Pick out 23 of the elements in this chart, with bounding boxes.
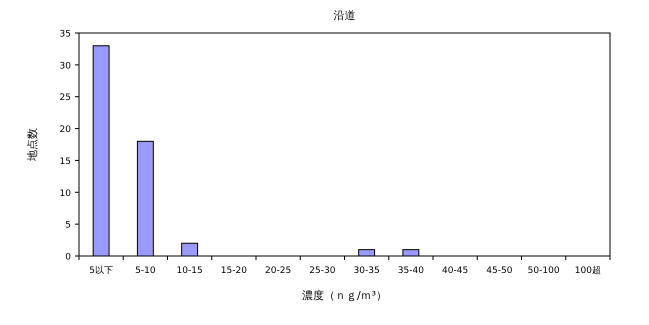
x-tick-label: 5以下	[89, 265, 113, 276]
x-axis-title: 濃度（ｎｇ/ｍ³）	[302, 289, 388, 302]
y-tick-label: 15	[60, 156, 71, 167]
y-tick-label: 25	[60, 93, 71, 104]
y-tick-label: 30	[60, 61, 72, 72]
x-tick-label: 10-15	[176, 266, 203, 276]
y-tick-label: 5	[65, 220, 71, 231]
x-tick-label: 40-45	[442, 266, 468, 276]
x-tick-label: 35-40	[398, 266, 424, 276]
x-tick-label: 5-10	[135, 266, 156, 276]
x-tick-label: 50-100	[528, 266, 560, 276]
x-tick-label: 45-50	[486, 266, 513, 276]
y-tick-label: 35	[60, 30, 71, 40]
y-tick-label: 0	[65, 252, 72, 262]
x-tick-label: 25-30	[309, 266, 336, 276]
x-tick-label: 30-35	[354, 266, 380, 276]
y-tick-label: 20	[60, 125, 72, 136]
x-tick-label: 15-20	[220, 266, 248, 276]
y-axis-title: 地点数	[26, 128, 39, 162]
x-tick-label: 20-25	[265, 266, 292, 276]
y-tick-label: 10	[60, 188, 72, 199]
chart-title: 沿道	[334, 9, 356, 22]
x-tick-label: 100超	[574, 265, 601, 276]
